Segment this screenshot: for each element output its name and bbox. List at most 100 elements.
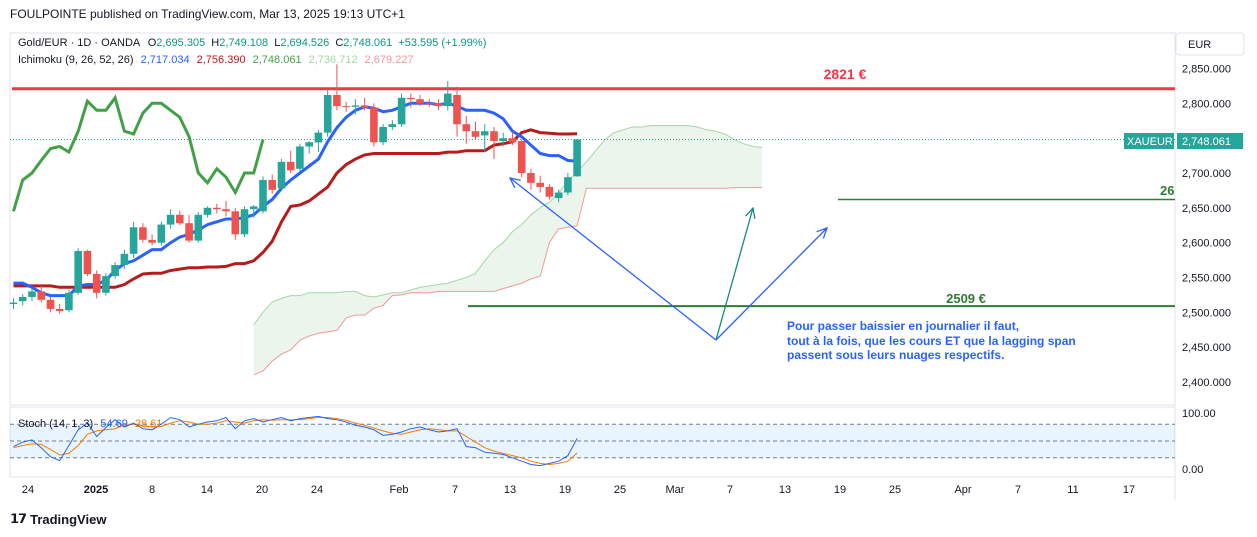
candle-body bbox=[434, 103, 443, 107]
brand: 𝟭𝟳 TradingView bbox=[10, 511, 106, 527]
price-badge-value: 2,748.061 bbox=[1182, 136, 1231, 148]
candle-body bbox=[333, 95, 341, 107]
candle-body bbox=[74, 251, 82, 293]
annotations: 2821 € 2509 € 26 Pour passer baissier en jo… bbox=[508, 66, 1174, 362]
ticker-badge: XAUEUR bbox=[1127, 136, 1173, 148]
legend-l-label: L bbox=[274, 37, 280, 49]
legend-change: +53.595 (+1.99%) bbox=[398, 37, 486, 49]
legend-senkou-b: 2,679.227 bbox=[365, 54, 414, 66]
candle-body bbox=[573, 139, 581, 177]
legend-ichimoku-label: Ichimoku (9, 26, 52, 26) bbox=[18, 54, 134, 66]
time-tick-label: 19 bbox=[834, 484, 846, 496]
legend-low: 2,694.526 bbox=[280, 37, 329, 49]
price-tick-label: 2,500.000 bbox=[1182, 307, 1231, 319]
candle-body bbox=[490, 131, 498, 141]
legend-open: 2,695.305 bbox=[156, 37, 205, 49]
candle-body bbox=[166, 214, 175, 225]
candle-body bbox=[462, 124, 471, 132]
candle-body bbox=[148, 239, 156, 243]
candle-body bbox=[453, 95, 461, 125]
time-tick-label: 24 bbox=[311, 484, 323, 496]
candle-body bbox=[194, 214, 203, 241]
price-tick-label: 2,550.000 bbox=[1182, 273, 1231, 285]
stoch-tick-label: 0.00 bbox=[1182, 464, 1203, 476]
arrow-to-lagging bbox=[715, 207, 754, 341]
time-tick-label: 8 bbox=[149, 484, 155, 496]
candle-body bbox=[305, 142, 313, 147]
candle-body bbox=[517, 141, 526, 173]
stoch-pane: 100.00 0.00 bbox=[10, 408, 1216, 476]
time-tick-label: 7 bbox=[727, 484, 733, 496]
time-tick-label: 13 bbox=[504, 484, 516, 496]
candle-body bbox=[554, 192, 563, 199]
time-tick-label: 14 bbox=[201, 484, 213, 496]
note-line: Pour passer baissier en journalier il fa… bbox=[787, 319, 1019, 333]
candle-body bbox=[139, 227, 147, 240]
tradingview-logo-icon: 𝟭𝟳 bbox=[10, 511, 27, 526]
time-tick-label: 2025 bbox=[84, 484, 108, 496]
price-axis: 2,850.0002,800.0002,750.0002,700.0002,65… bbox=[1182, 64, 1231, 390]
ticker-badge-bg bbox=[1124, 133, 1174, 149]
legend-c-label: C bbox=[335, 37, 343, 49]
candle-body bbox=[222, 209, 230, 212]
legend-ohlc: Gold/EUR · 1D · OANDA O2,695.305 H2,749.… bbox=[18, 37, 486, 49]
price-tick-label: 2,650.000 bbox=[1182, 203, 1231, 215]
candle-body bbox=[111, 265, 119, 277]
arrow-to-lagging-head bbox=[745, 206, 756, 219]
time-tick-label: 13 bbox=[779, 484, 791, 496]
candle-body bbox=[444, 93, 452, 107]
legend-stoch-k: 54.69 bbox=[100, 418, 128, 430]
time-tick-label: 7 bbox=[1015, 484, 1021, 496]
brand-label: TradingView bbox=[30, 511, 107, 527]
price-tick-label: 2,400.000 bbox=[1182, 377, 1231, 389]
legend-o-label: O bbox=[148, 37, 157, 49]
time-tick-label: 24 bbox=[22, 484, 34, 496]
candle-body bbox=[176, 214, 184, 224]
candle-body bbox=[92, 274, 101, 293]
time-tick-label: 25 bbox=[889, 484, 901, 496]
legend-lagging: 2,748.061 bbox=[253, 54, 302, 66]
candle-body bbox=[129, 227, 138, 254]
stoch-k-line bbox=[13, 415, 578, 467]
legend-stoch: Stoch (14, 1, 3) 54.69 28.61 bbox=[18, 418, 162, 430]
candle-body bbox=[564, 177, 572, 193]
arrow-to-price bbox=[509, 177, 717, 341]
candle-body bbox=[268, 180, 276, 190]
lagging-span-line bbox=[12, 94, 265, 212]
candle-body bbox=[360, 105, 369, 108]
currency-button[interactable] bbox=[1175, 32, 1245, 56]
time-axis: 24 2025 8 14 20 24 Feb 7 13 19 25 Mar 7 13 19 25 Apr 7 11 1… bbox=[22, 484, 1135, 496]
candle-body bbox=[259, 180, 267, 212]
legend-h-label: H bbox=[211, 37, 219, 49]
candle-body bbox=[527, 173, 535, 183]
candle-body bbox=[277, 161, 286, 189]
legend-stoch-d: 28.61 bbox=[135, 418, 163, 430]
time-tick-label: Apr bbox=[954, 484, 971, 496]
candle-body bbox=[536, 182, 544, 187]
legend-kijun: 2,756.390 bbox=[197, 54, 246, 66]
candle-body bbox=[240, 209, 249, 235]
candle-body bbox=[9, 302, 18, 304]
candle-body bbox=[397, 97, 406, 125]
publisher-caption: FOULPOINTE published on TradingView.com,… bbox=[10, 7, 405, 21]
candle-body bbox=[102, 276, 110, 293]
price-tick-label: 2,800.000 bbox=[1182, 98, 1231, 110]
legend-high: 2,749.108 bbox=[219, 37, 268, 49]
candle-body bbox=[416, 99, 424, 104]
time-tick-label: 20 bbox=[256, 484, 268, 496]
senkou-a-line bbox=[253, 125, 762, 326]
time-tick-label: 7 bbox=[452, 484, 458, 496]
candle-body bbox=[388, 124, 397, 127]
note-line: passent sous leurs nuages respectifs. bbox=[787, 348, 1004, 362]
candle-body bbox=[28, 291, 36, 297]
support-label: 2509 € bbox=[946, 291, 986, 306]
candle-body bbox=[508, 138, 517, 143]
candle-body bbox=[471, 131, 480, 137]
candle-body bbox=[37, 291, 45, 300]
price-tick-label: 2,450.000 bbox=[1182, 342, 1231, 354]
arrow-to-price-head bbox=[508, 177, 521, 189]
candle-body bbox=[55, 308, 64, 311]
currency-label: EUR bbox=[1188, 39, 1211, 51]
candle-body bbox=[499, 138, 507, 141]
